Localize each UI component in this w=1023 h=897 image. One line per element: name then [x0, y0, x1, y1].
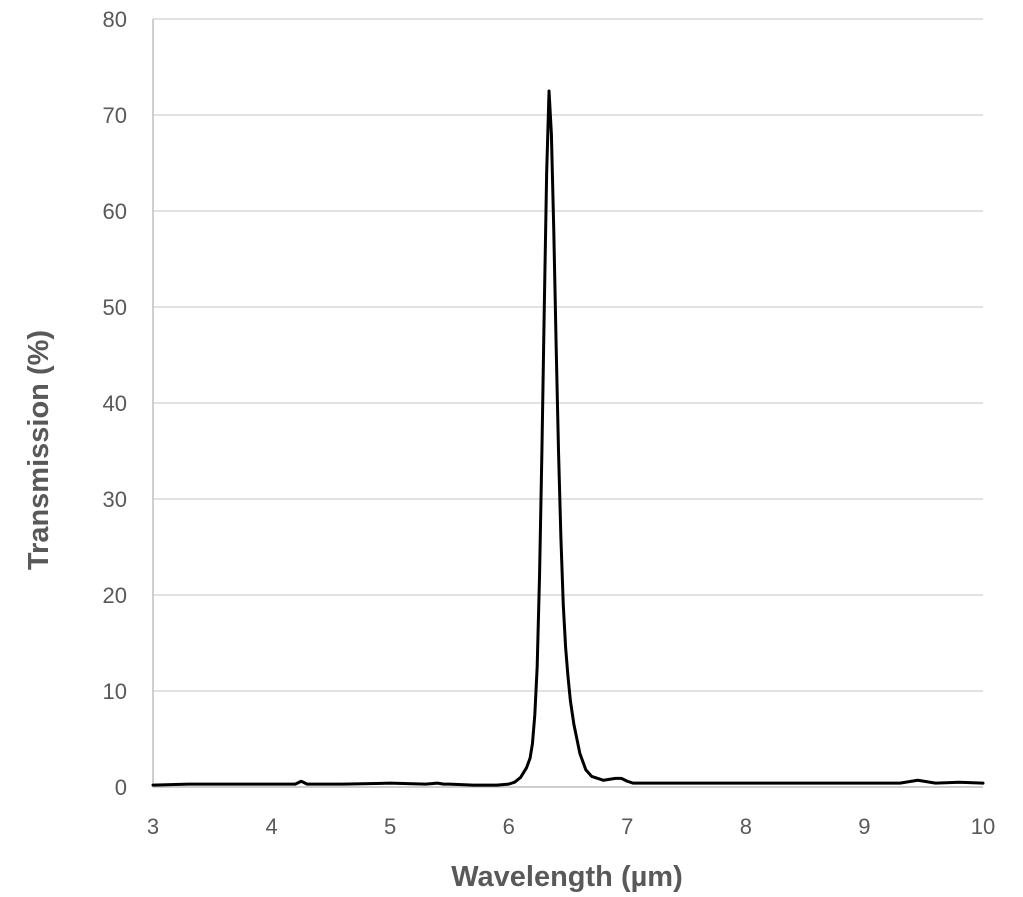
x-axis-title: Wavelength (µm) [451, 861, 683, 893]
y-tick-label: 40 [103, 391, 127, 416]
x-tick-label: 4 [265, 814, 277, 839]
y-tick-label: 30 [103, 487, 127, 512]
tick-label-layer: 0 10 20 30 40 50 60 70 80 3 4 5 6 7 8 9 10 [103, 7, 996, 839]
x-tick-label: 8 [740, 814, 752, 839]
x-tick-label: 5 [384, 814, 396, 839]
x-tick-label: 3 [147, 814, 159, 839]
y-tick-label: 70 [103, 103, 127, 128]
x-tick-label: 6 [503, 814, 515, 839]
axis-layer [152, 19, 983, 788]
series-line-transmission [151, 89, 985, 787]
y-tick-label: 20 [103, 583, 127, 608]
x-tick-label: 9 [858, 814, 870, 839]
y-tick-label: 50 [103, 295, 127, 320]
series-layer [151, 89, 985, 787]
y-tick-label: 0 [115, 775, 127, 800]
x-tick-label: 7 [621, 814, 633, 839]
y-tick-label: 60 [103, 199, 127, 224]
x-tick-label: 10 [971, 814, 995, 839]
y-tick-label: 80 [103, 7, 127, 32]
grid-layer [153, 18, 983, 692]
y-axis-title: Transmission (%) [23, 330, 55, 570]
y-tick-label: 10 [103, 679, 127, 704]
